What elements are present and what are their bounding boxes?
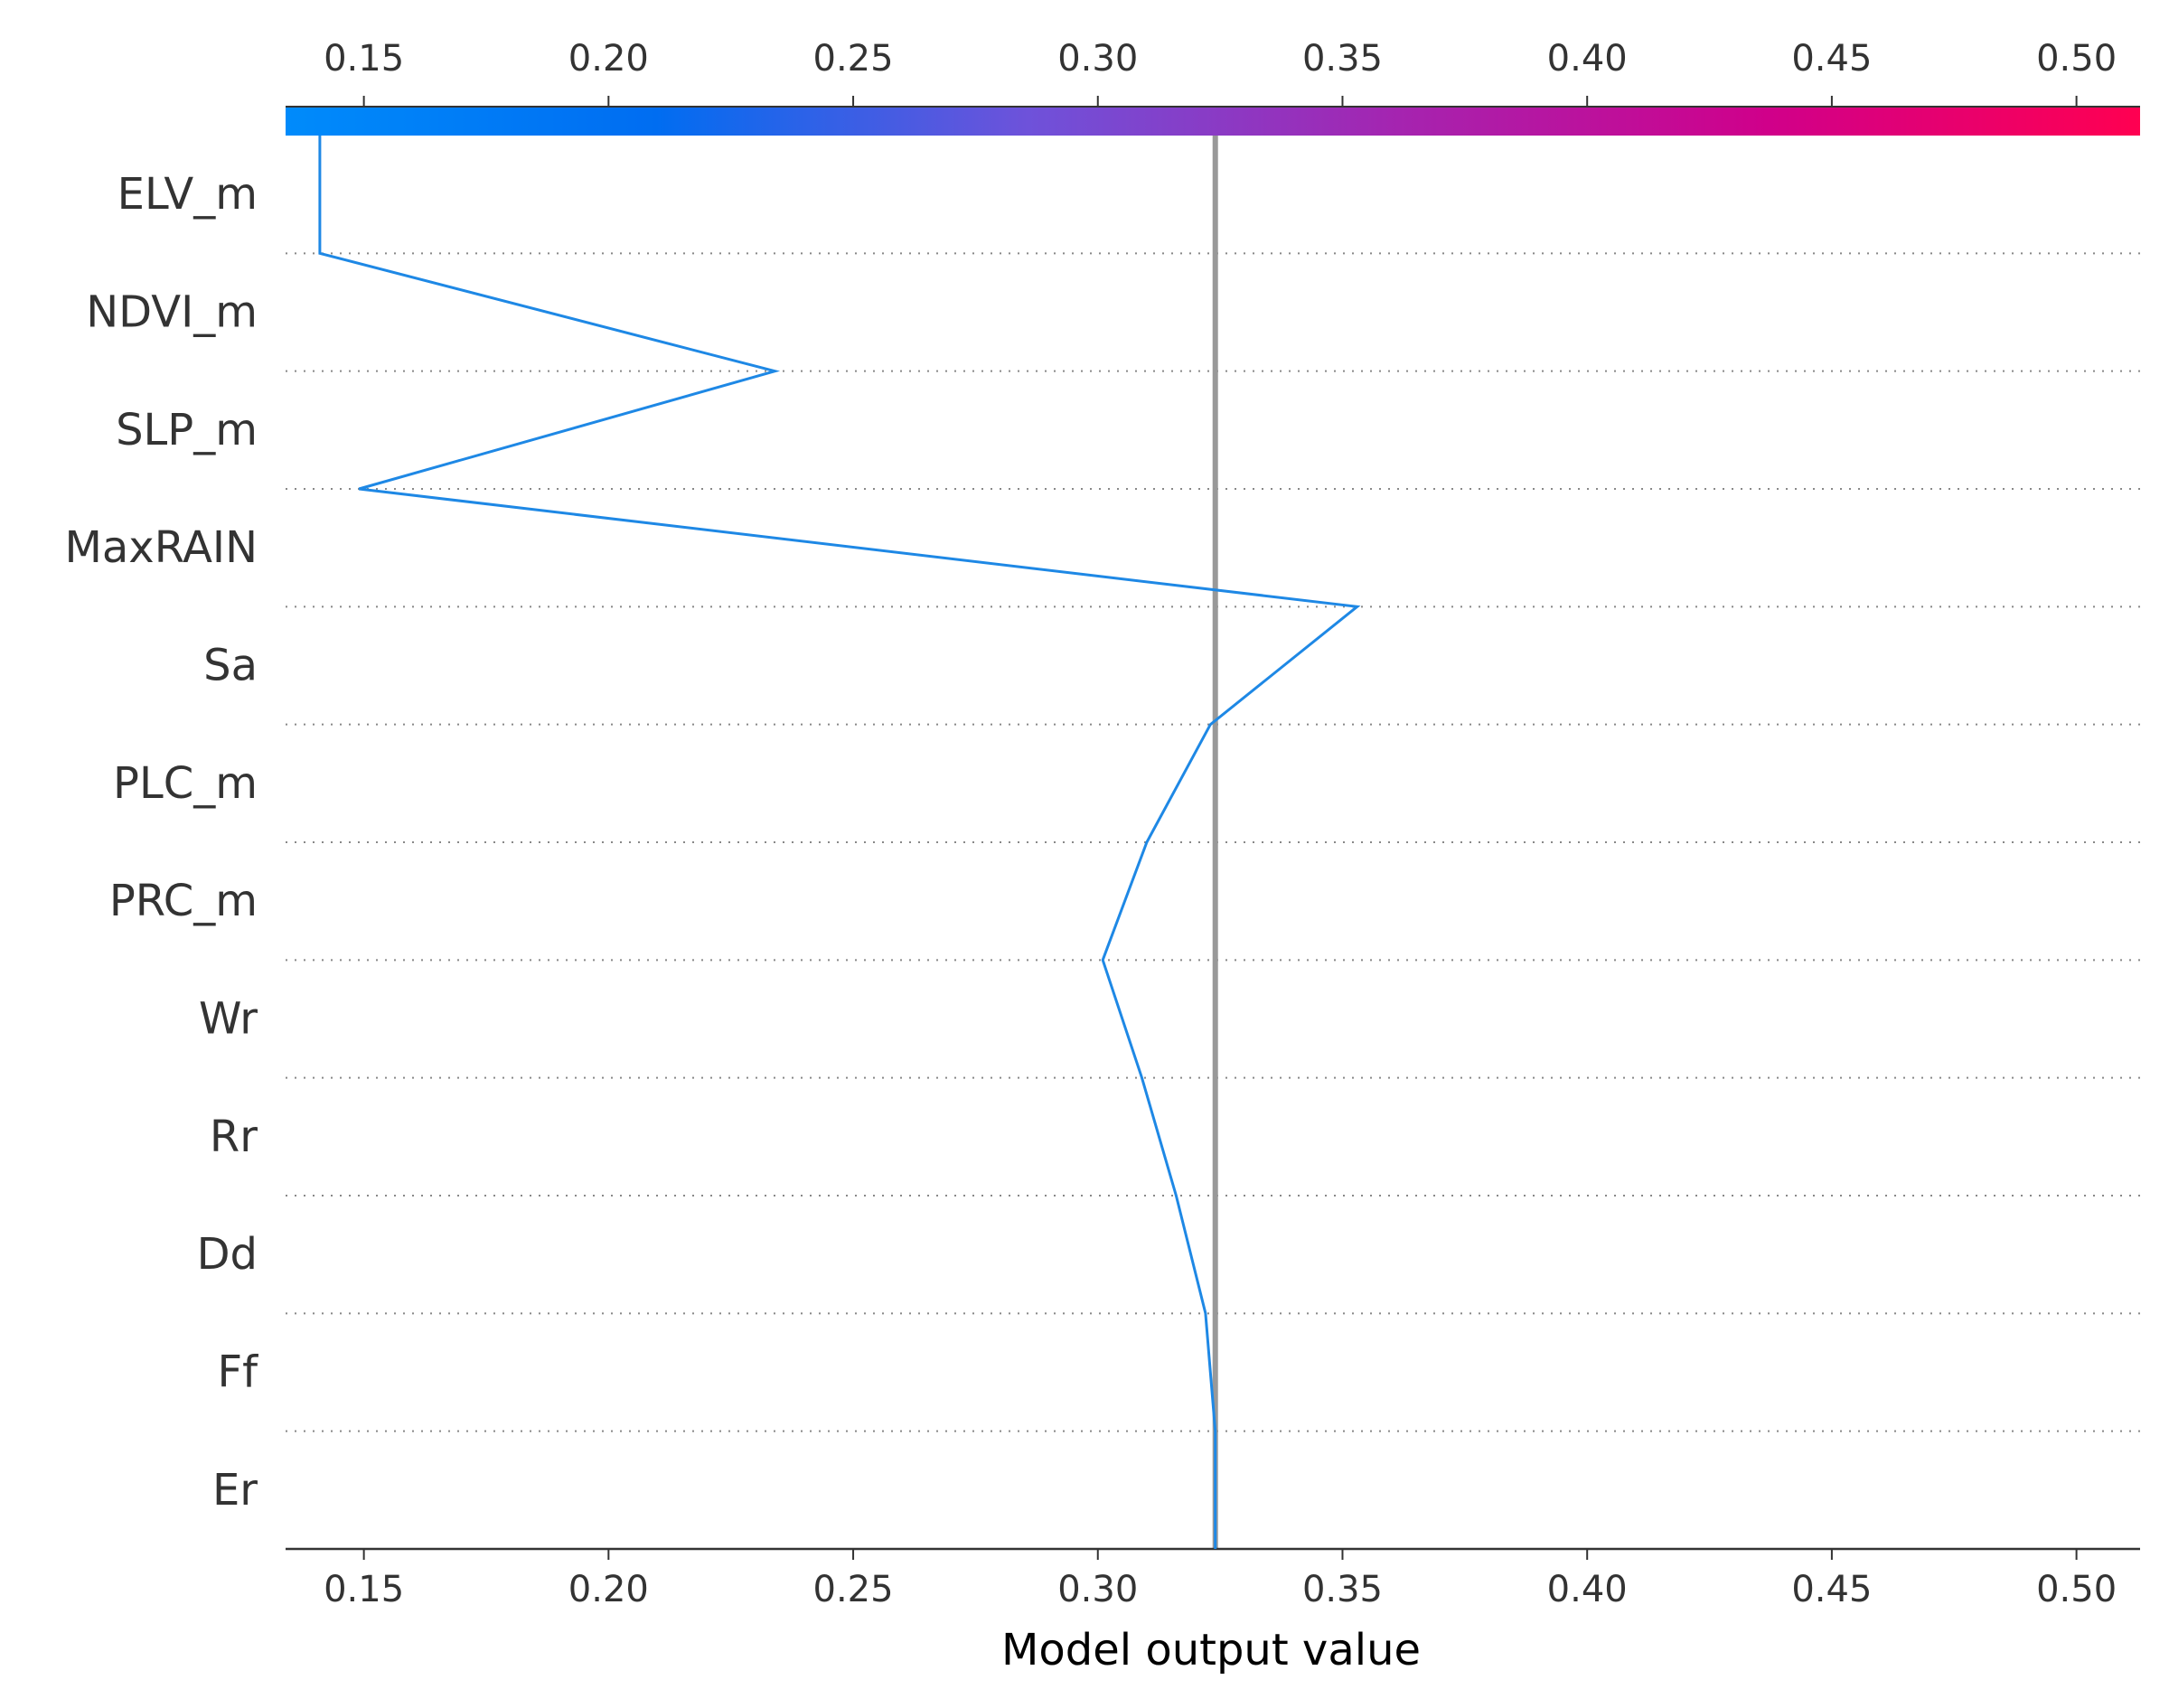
top-tick-label: 0.40 bbox=[1547, 38, 1628, 80]
x-tick-label: 0.25 bbox=[813, 1569, 894, 1610]
x-tick-label: 0.20 bbox=[568, 1569, 649, 1610]
feature-label: PRC_m bbox=[109, 876, 258, 926]
x-tick-label: 0.50 bbox=[2036, 1569, 2117, 1610]
top-tick-label: 0.15 bbox=[324, 38, 404, 80]
feature-label: Rr bbox=[210, 1112, 258, 1162]
feature-label: Sa bbox=[203, 641, 258, 691]
feature-label: ELV_m bbox=[117, 169, 258, 220]
feature-labels: ELV_m NDVI_m SLP_m MaxRAIN Sa PLC_m PRC_m Wr Rr D… bbox=[64, 169, 258, 1516]
x-axis-title: Model output value bbox=[1001, 1625, 1421, 1675]
decision-line bbox=[318, 135, 1361, 1550]
x-tick-label: 0.45 bbox=[1791, 1569, 1872, 1610]
top-tick-label: 0.30 bbox=[1057, 38, 1138, 80]
colorbar-gradient bbox=[286, 107, 2140, 136]
grid-lines bbox=[286, 252, 2140, 1432]
feature-label: Ff bbox=[217, 1347, 258, 1398]
feature-label: NDVI_m bbox=[86, 287, 258, 338]
bottom-x-axis: 0.15 0.20 0.25 0.30 0.35 0.40 0.45 0.50 bbox=[286, 1547, 2140, 1610]
x-tick-label: 0.40 bbox=[1547, 1569, 1628, 1610]
feature-label: Dd bbox=[197, 1229, 258, 1280]
top-tick-label: 0.35 bbox=[1302, 38, 1383, 80]
x-tick-label: 0.15 bbox=[324, 1569, 404, 1610]
feature-label: PLC_m bbox=[113, 758, 258, 809]
top-tick-label: 0.45 bbox=[1791, 38, 1872, 80]
top-tick-label: 0.20 bbox=[568, 38, 649, 80]
top-tick-label: 0.25 bbox=[813, 38, 894, 80]
feature-label: Er bbox=[212, 1465, 258, 1516]
top-tick-label: 0.50 bbox=[2036, 38, 2117, 80]
feature-label: Wr bbox=[199, 994, 258, 1045]
feature-label: SLP_m bbox=[116, 405, 258, 455]
x-tick-label: 0.35 bbox=[1302, 1569, 1383, 1610]
colorbar bbox=[286, 106, 2140, 136]
x-tick-label: 0.30 bbox=[1057, 1569, 1138, 1610]
top-tick-labels: 0.15 0.20 0.25 0.30 0.35 0.40 0.45 0.50 bbox=[324, 38, 2117, 107]
feature-label: MaxRAIN bbox=[64, 522, 258, 573]
